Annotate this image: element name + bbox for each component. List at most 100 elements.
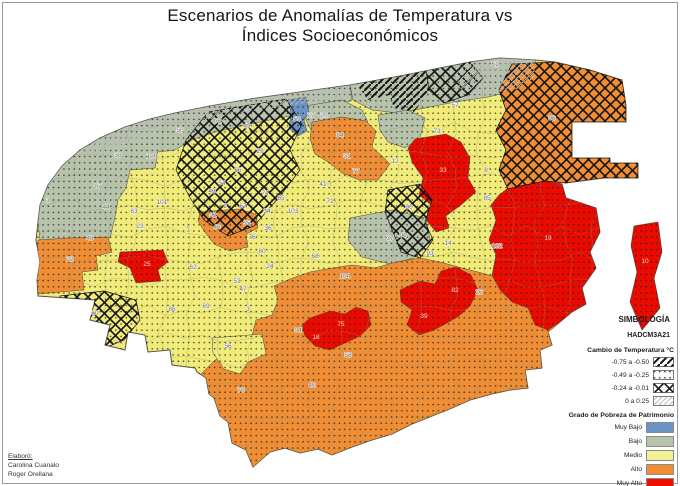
legend-poverty-swatch xyxy=(646,436,674,447)
crosshatch-southwest-patch xyxy=(59,290,141,351)
legend-temp-row: -0.75 a -0.50 xyxy=(612,357,674,367)
legend-model-label: HADCM3A21 xyxy=(627,332,670,339)
municipality-number-label: 65 xyxy=(277,195,285,202)
legend-poverty-swatch xyxy=(646,422,674,433)
municipality-number-label: 31 xyxy=(343,153,351,160)
municipality-number-label: 70 xyxy=(237,387,245,394)
red-east-coast-strip-dots xyxy=(630,222,662,330)
municipality-number-label: 23 xyxy=(136,223,144,230)
municipality-number-label: 102 xyxy=(492,243,503,250)
legend-poverty-label: Medio xyxy=(624,452,642,459)
credits-name-2: Roger Orellana xyxy=(8,471,53,478)
municipality-number-label: 1 xyxy=(46,197,50,204)
legend: SIMBOLOGÍA HADCM3A21 Cambio de Temperatu… xyxy=(550,315,674,486)
legend-poverty-label: Muy Bajo xyxy=(614,424,643,431)
legend-temp-label: -0.75 a -0.50 xyxy=(611,358,649,366)
credits-heading: Elaboró: xyxy=(8,453,33,460)
municipality-number-label: 7 xyxy=(186,227,190,234)
municipality-number-label: 77 xyxy=(352,168,360,175)
legend-temp-label: -0.24 a -0.01 xyxy=(611,384,649,392)
municipality-number-label: 69 xyxy=(202,303,210,310)
legend-temperature-classes: -0.75 a -0.50 -0.49 a -0.25 -0.24 a -0.01 0… xyxy=(612,357,674,409)
municipality-number-label: 86 xyxy=(168,306,176,313)
legend-poverty-swatch xyxy=(646,464,674,475)
legend-heading: SIMBOLOGÍA xyxy=(618,315,670,324)
legend-poverty-row: Medio xyxy=(615,450,674,461)
municipality-number-label: 27 xyxy=(307,112,315,119)
legend-temp-row: -0.24 a -0.01 xyxy=(612,383,674,393)
municipality-number-label: 90 xyxy=(405,204,413,211)
municipality-number-label: 37 xyxy=(386,235,394,242)
legend-poverty-row: Muy Alto xyxy=(615,478,674,486)
municipality-number-label: 24 xyxy=(266,263,274,270)
municipality-number-label: 85 xyxy=(483,195,491,202)
municipality-number-label: 54 xyxy=(218,180,226,187)
legend-poverty-label: Alto xyxy=(630,466,642,473)
legend-poverty-classes: Muy Bajo Bajo Medio Alto Muy Alto xyxy=(614,422,674,486)
municipality-number-label: 44 xyxy=(102,204,110,211)
municipality-number-label: 82 xyxy=(451,287,459,294)
municipality-number-label: 103 xyxy=(288,208,299,215)
legend-temp-swatch-diag_bold xyxy=(653,357,674,367)
municipality-number-label: 80 xyxy=(258,248,266,255)
municipality-number-label: 3 xyxy=(246,306,250,313)
legend-poverty-swatch xyxy=(646,450,674,461)
municipality-number-label: 74 xyxy=(261,190,269,197)
legend-poverty-row: Bajo xyxy=(615,436,674,447)
credits-block: Elaboró: Carolina Cuanalo Roger Orellana xyxy=(8,452,59,479)
municipality-number-label: 94 xyxy=(294,327,302,334)
municipality-number-label: 91 xyxy=(399,232,407,239)
municipality-number-label: 47 xyxy=(239,286,247,293)
municipality-number-label: 38 xyxy=(114,152,122,159)
orange-crosshatch-northeast-hatch xyxy=(496,62,638,189)
municipality-number-label: 20 xyxy=(320,112,328,119)
municipality-number-label: 22 xyxy=(66,256,74,263)
municipality-number-label: 61 xyxy=(491,61,499,68)
municipality-number-label: 92 xyxy=(209,212,217,219)
diagonal-light-region61 xyxy=(455,59,536,96)
municipality-number-label: 58 xyxy=(344,352,352,359)
municipality-number-label: 29 xyxy=(256,148,264,155)
crosshatch-merida-zone xyxy=(175,98,303,237)
legend-poverty-heading: Grado de Pobreza de Patrimonio xyxy=(568,412,674,419)
credits-name-1: Carolina Cuanalo xyxy=(8,462,59,469)
municipality-number-label: 76 xyxy=(248,234,256,241)
diagonal-light-coast xyxy=(82,86,350,157)
legend-temp-swatch-diag_light xyxy=(653,396,674,406)
municipality-number-label: 43 xyxy=(208,188,216,195)
municipality-number-label: 60 xyxy=(91,310,99,317)
legend-temp-label: -0.49 a -0.25 xyxy=(611,371,649,379)
legend-temp-label: 0 a 0.25 xyxy=(625,397,649,405)
municipality-number-label: 40 xyxy=(308,382,316,389)
municipality-number-label: 87 xyxy=(94,183,102,190)
municipality-number-label: 68 xyxy=(311,253,319,260)
municipality-number-label: 75 xyxy=(337,321,345,328)
legend-poverty-swatch xyxy=(646,478,674,486)
municipality-number-label: 12 xyxy=(391,158,399,165)
municipality-number-label: 14 xyxy=(444,240,452,247)
municipality-number-label: 50 xyxy=(176,127,184,134)
municipality-number-label: 59 xyxy=(293,116,301,123)
municipality-number-label: 48 xyxy=(86,235,94,242)
municipality-number-label: 67 xyxy=(239,203,247,210)
municipality-number-label: 33 xyxy=(439,167,447,174)
legend-poverty-label: Bajo xyxy=(628,438,642,445)
municipality-number-label: 10 xyxy=(641,258,649,265)
municipality-number-label: 104 xyxy=(340,273,351,280)
municipality-number-label: 2 xyxy=(223,203,227,210)
legend-temp-row: 0 a 0.25 xyxy=(612,396,674,406)
title-line-1: Escenarios de Anomalías de Temperatura v… xyxy=(167,6,513,25)
municipality-number-label: 101 xyxy=(157,199,168,206)
municipality-number-label: 63 xyxy=(130,208,138,215)
legend-poverty-row: Muy Bajo xyxy=(614,422,674,433)
crosshatch-centereast-patch xyxy=(384,183,434,259)
municipality-number-label: 66 xyxy=(234,167,242,174)
municipality-number-label: 46 xyxy=(213,224,221,231)
page-title: Escenarios de Anomalías de Temperatura v… xyxy=(0,6,680,46)
municipality-number-label: 53 xyxy=(233,278,241,285)
municipality-number-label: 56 xyxy=(224,343,232,350)
municipality-number-label: 73 xyxy=(433,128,441,135)
